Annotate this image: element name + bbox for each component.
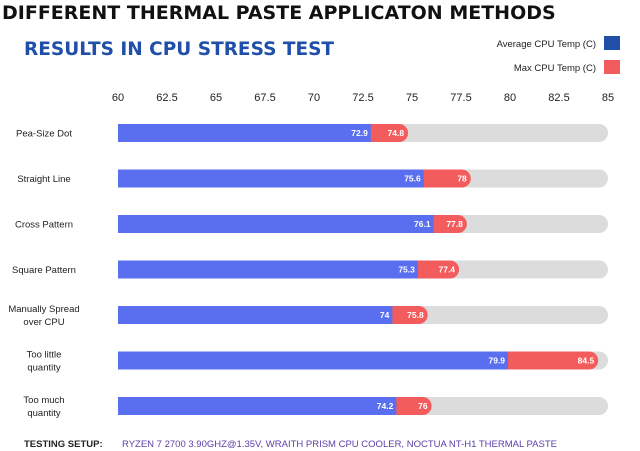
x-tick-label: 82.5 [548, 92, 569, 104]
bar-avg-temp [118, 306, 393, 324]
x-tick-label: 62.5 [156, 92, 177, 104]
legend: Average CPU Temp (C) Max CPU Temp (C) [497, 36, 620, 74]
category-label: Too little quantity [27, 350, 62, 374]
footer-value: RYZEN 7 2700 3.90GHZ@1.35V, WRAITH PRISM… [122, 439, 557, 450]
category-label: Too much quantity [23, 395, 64, 419]
bar-avg-temp [118, 351, 509, 370]
max-value-label: 74.8 [388, 128, 405, 138]
x-tick-label: 65 [210, 92, 222, 104]
bar-avg-temp [118, 169, 424, 188]
chart-title: DIFFERENT THERMAL PASTE APPLICATON METHO… [2, 2, 556, 24]
max-value-label: 76 [418, 401, 428, 411]
x-tick-label: 72.5 [352, 92, 373, 104]
x-tick-label: 70 [308, 92, 320, 104]
legend-label-max: Max CPU Temp (C) [514, 63, 596, 74]
avg-value-label: 75.6 [404, 174, 421, 184]
category-label: Manually Spread over CPU [8, 304, 79, 328]
chart-subtitle: RESULTS IN CPU STRESS TEST [24, 39, 334, 60]
bar-avg-temp [118, 215, 434, 233]
avg-value-label: 76.1 [414, 219, 431, 229]
footer-label: TESTING SETUP: [24, 439, 103, 450]
bar-avg-temp [118, 124, 371, 142]
avg-value-label: 72.9 [351, 128, 368, 138]
category-label: Straight Line [17, 174, 70, 185]
x-tick-label: 67.5 [254, 92, 275, 104]
legend-label-average: Average CPU Temp (C) [497, 39, 596, 50]
category-label: Cross Pattern [15, 220, 73, 231]
category-label: Pea-Size Dot [16, 129, 72, 140]
bar-avg-temp [118, 397, 397, 415]
max-value-label: 84.5 [578, 356, 595, 366]
avg-value-label: 75.3 [398, 265, 415, 275]
max-value-label: 77.8 [446, 219, 463, 229]
legend-swatch-average [604, 36, 620, 50]
x-tick-label: 77.5 [450, 92, 471, 104]
bar-avg-temp [118, 260, 418, 279]
avg-value-label: 74 [380, 310, 390, 320]
x-tick-label: 85 [602, 92, 614, 104]
bar-rows: 72.9 74.8 Pea-Size Dot 75.6 78 Straight Line 7… [8, 124, 608, 419]
x-axis: 60 62.5 65 67.5 70 72.5 75 77.5 80 82.5 85 [112, 92, 614, 104]
legend-swatch-max [604, 60, 620, 74]
x-tick-label: 80 [504, 92, 516, 104]
x-tick-label: 75 [406, 92, 418, 104]
avg-value-label: 79.9 [488, 356, 505, 366]
max-value-label: 78 [457, 174, 467, 184]
max-value-label: 77.4 [438, 265, 455, 275]
max-value-label: 75.8 [407, 310, 424, 320]
avg-value-label: 74.2 [377, 401, 394, 411]
x-tick-label: 60 [112, 92, 124, 104]
category-label: Square Pattern [12, 265, 76, 276]
